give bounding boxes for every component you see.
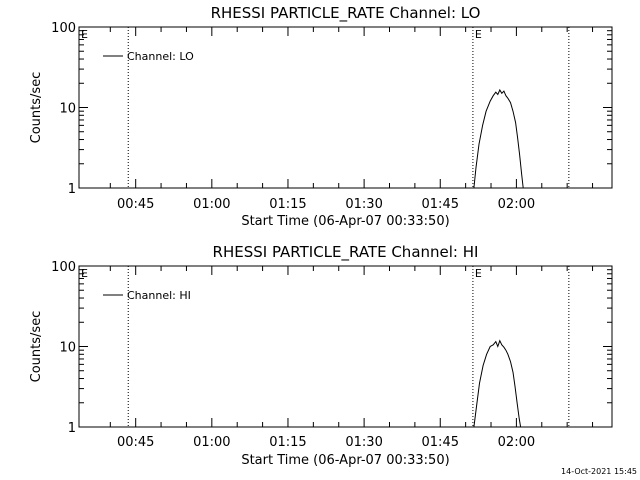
y-tick-label: 10 <box>59 341 76 356</box>
x-tick-label: 00:45 <box>117 197 154 212</box>
y-tick-label: 1 <box>68 182 76 197</box>
x-tick-label: 01:00 <box>193 435 230 450</box>
x-tick-label: 01:30 <box>345 435 382 450</box>
legend-label: Channel: LO <box>127 50 194 63</box>
timestamp-label: 14-Oct-2021 15:45 <box>561 467 637 476</box>
x-axis-label: Start Time (06-Apr-07 00:33:50) <box>241 214 449 229</box>
data-series-line <box>473 339 522 428</box>
data-series-line <box>473 88 524 189</box>
x-tick-label: 01:45 <box>422 197 459 212</box>
corner-marker-label: E <box>81 28 88 41</box>
x-tick-label: 01:00 <box>193 197 230 212</box>
chart-title: RHESSI PARTICLE_RATE Channel: HI <box>213 243 479 262</box>
y-axis-label: Counts/sec <box>29 72 44 144</box>
chart-panel: RHESSI PARTICLE_RATE Channel: LO 1 10 100 00… <box>29 4 613 229</box>
event-marker-label: E <box>475 28 482 41</box>
x-tick-label: 00:45 <box>117 435 154 450</box>
x-tick-label: 01:15 <box>269 197 306 212</box>
legend-label: Channel: HI <box>127 289 191 302</box>
x-axis-label: Start Time (06-Apr-07 00:33:50) <box>241 453 449 468</box>
x-tick-label: 02:00 <box>498 435 535 450</box>
y-tick-label: 10 <box>59 102 76 117</box>
corner-marker-label: E <box>81 267 88 280</box>
chart-title: RHESSI PARTICLE_RATE Channel: LO <box>211 4 481 23</box>
x-tick-label: 01:30 <box>345 197 382 212</box>
x-tick-label: 01:45 <box>422 435 459 450</box>
y-tick-label: 1 <box>68 421 76 436</box>
event-marker-label: E <box>475 267 482 280</box>
y-tick-label: 100 <box>51 21 76 36</box>
y-axis-label: Counts/sec <box>29 311 44 383</box>
x-tick-label: 02:00 <box>498 197 535 212</box>
chart-panel: RHESSI PARTICLE_RATE Channel: HI 1 10 100 00… <box>29 243 613 468</box>
y-tick-label: 100 <box>51 260 76 275</box>
x-tick-label: 01:15 <box>269 435 306 450</box>
